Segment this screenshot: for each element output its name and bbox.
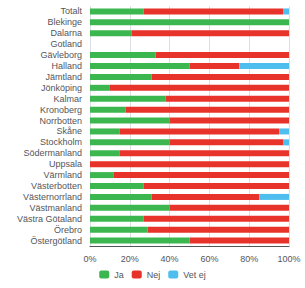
svg-text:Kalmar: Kalmar bbox=[53, 94, 82, 104]
svg-text:Västmanland: Västmanland bbox=[29, 203, 82, 213]
svg-text:Stockholm: Stockholm bbox=[40, 137, 82, 147]
svg-text:100%: 100% bbox=[277, 254, 300, 264]
svg-text:40%: 40% bbox=[161, 254, 179, 264]
svg-text:80%: 80% bbox=[240, 254, 258, 264]
svg-text:Västra Götaland: Västra Götaland bbox=[17, 214, 82, 224]
svg-text:Gotland: Gotland bbox=[50, 39, 82, 49]
svg-text:Jönköping: Jönköping bbox=[41, 83, 82, 93]
svg-text:Kronoberg: Kronoberg bbox=[40, 105, 82, 115]
svg-text:Södermanland: Södermanland bbox=[23, 148, 82, 158]
svg-text:Gävleborg: Gävleborg bbox=[40, 50, 82, 60]
svg-text:Norrbotten: Norrbotten bbox=[39, 116, 82, 126]
svg-text:20%: 20% bbox=[121, 254, 139, 264]
svg-text:Värmland: Värmland bbox=[43, 170, 82, 180]
svg-text:Ja: Ja bbox=[114, 270, 124, 280]
svg-text:60%: 60% bbox=[200, 254, 218, 264]
svg-text:Halland: Halland bbox=[51, 61, 82, 71]
svg-text:0%: 0% bbox=[83, 254, 96, 264]
svg-text:Uppsala: Uppsala bbox=[49, 159, 82, 169]
svg-text:Dalarna: Dalarna bbox=[50, 28, 82, 38]
svg-text:Vet ej: Vet ej bbox=[183, 270, 206, 280]
svg-text:Västernorrland: Västernorrland bbox=[23, 192, 82, 202]
svg-text:Blekinge: Blekinge bbox=[47, 17, 82, 27]
svg-text:Jämtland: Jämtland bbox=[45, 72, 82, 82]
svg-text:Totalt: Totalt bbox=[60, 6, 82, 16]
svg-text:Örebro: Örebro bbox=[54, 225, 82, 235]
svg-text:Östergötland: Östergötland bbox=[30, 236, 82, 246]
svg-text:Västerbotten: Västerbotten bbox=[31, 181, 82, 191]
svg-text:Nej: Nej bbox=[147, 270, 161, 280]
svg-text:Skåne: Skåne bbox=[56, 126, 82, 136]
